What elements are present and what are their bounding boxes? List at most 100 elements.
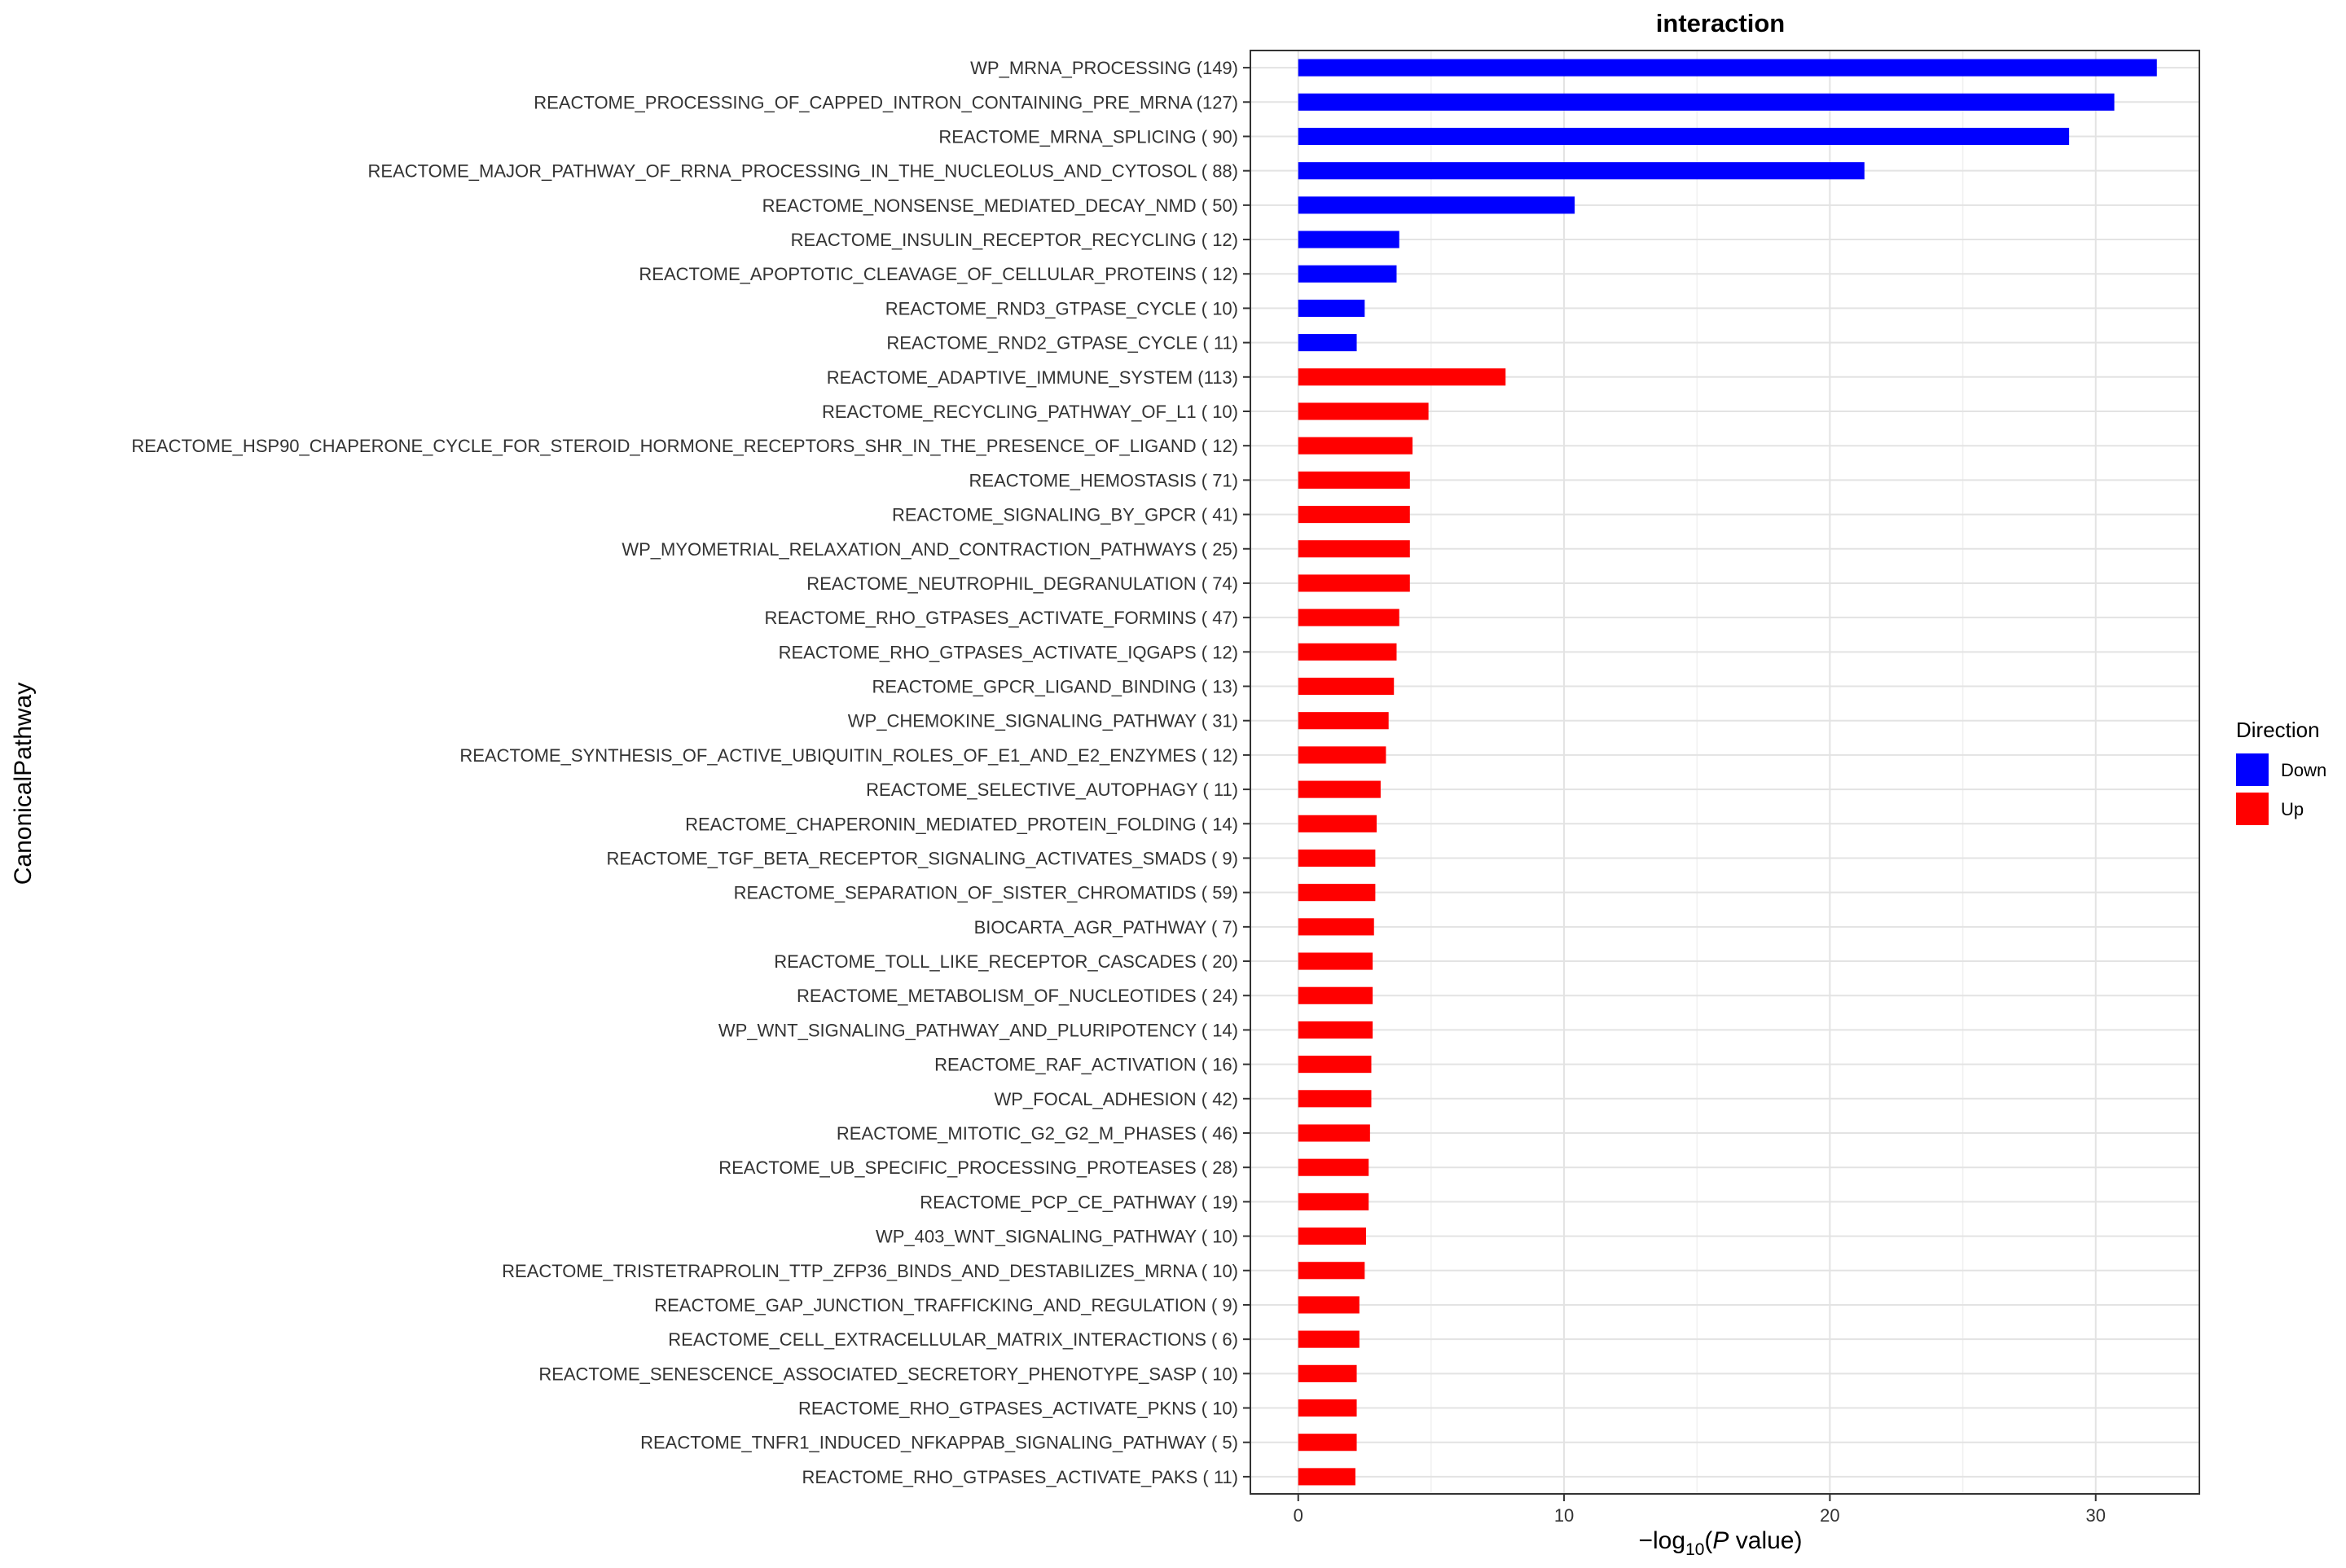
bar-up — [1298, 608, 1399, 626]
bar-up — [1298, 1158, 1369, 1176]
bar-up — [1298, 677, 1395, 696]
bar-up — [1298, 1056, 1372, 1074]
bar-up — [1298, 471, 1410, 489]
bar-up — [1298, 1468, 1355, 1486]
bar-up — [1298, 1399, 1357, 1417]
bar-up — [1298, 1192, 1369, 1210]
panel-border — [1250, 50, 2200, 1495]
bar-down — [1298, 334, 1357, 352]
bar-up — [1298, 849, 1376, 867]
category-label: REACTOME_SENESCENCE_ASSOCIATED_SECRETORY… — [538, 1364, 1238, 1384]
category-label: REACTOME_TNFR1_INDUCED_NFKAPPAB_SIGNALIN… — [640, 1433, 1238, 1453]
legend-label-down: Down — [2281, 760, 2326, 780]
bar-up — [1298, 952, 1373, 970]
category-label: REACTOME_RHO_GTPASES_ACTIVATE_PKNS ( 10) — [798, 1399, 1238, 1419]
category-label: REACTOME_SIGNALING_BY_GPCR ( 41) — [892, 505, 1238, 525]
category-label: WP_FOCAL_ADHESION ( 42) — [994, 1089, 1238, 1109]
chart-title: interaction — [1656, 9, 1785, 37]
x-axis-title: −log10(P value) — [1639, 1527, 1803, 1559]
category-label: BIOCARTA_AGR_PATHWAY ( 7) — [974, 917, 1238, 938]
bar-down — [1298, 127, 2070, 146]
legend-swatch-down — [2236, 753, 2269, 786]
bar-up — [1298, 402, 1429, 420]
category-label: REACTOME_PROCESSING_OF_CAPPED_INTRON_CON… — [534, 92, 1238, 112]
category-label: REACTOME_RECYCLING_PATHWAY_OF_L1 ( 10) — [822, 402, 1238, 422]
category-label: REACTOME_UB_SPECIFIC_PROCESSING_PROTEASE… — [718, 1157, 1238, 1178]
bar-up — [1298, 1364, 1357, 1382]
bar-up — [1298, 1434, 1357, 1452]
category-label: REACTOME_NEUTROPHIL_DEGRANULATION ( 74) — [806, 573, 1238, 594]
category-label: REACTOME_MRNA_SPLICING ( 90) — [938, 126, 1238, 147]
bar-up — [1298, 780, 1381, 798]
bar-up — [1298, 1124, 1370, 1142]
category-label: REACTOME_RHO_GTPASES_ACTIVATE_IQGAPS ( 1… — [779, 642, 1238, 662]
category-label: REACTOME_MAJOR_PATHWAY_OF_RRNA_PROCESSIN… — [368, 161, 1238, 182]
legend-label-up: Up — [2281, 799, 2304, 819]
bar-up — [1298, 986, 1373, 1004]
category-label: REACTOME_SEPARATION_OF_SISTER_CHROMATIDS… — [734, 883, 1238, 903]
bar-down — [1298, 59, 2157, 77]
bar-up — [1298, 540, 1410, 558]
x-tick-label: 30 — [2085, 1505, 2105, 1526]
bar-up — [1298, 712, 1389, 730]
category-label: REACTOME_SELECTIVE_AUTOPHAGY ( 11) — [866, 780, 1238, 800]
x-axis: 0 10 20 30 — [1294, 1494, 2106, 1526]
category-label: REACTOME_NONSENSE_MEDIATED_DECAY_NMD ( 5… — [762, 195, 1238, 216]
bar-up — [1298, 574, 1410, 592]
category-label: REACTOME_TRISTETRAPROLIN_TTP_ZFP36_BINDS… — [502, 1261, 1238, 1281]
category-label: REACTOME_MITOTIC_G2_G2_M_PHASES ( 46) — [837, 1123, 1238, 1144]
bar-up — [1298, 1262, 1365, 1280]
category-label: REACTOME_APOPTOTIC_CLEAVAGE_OF_CELLULAR_… — [639, 264, 1238, 284]
bar-up — [1298, 437, 1413, 455]
category-label: REACTOME_RND3_GTPASE_CYCLE ( 10) — [885, 298, 1238, 318]
bar-down — [1298, 162, 1865, 180]
category-label: REACTOME_CELL_EXTRACELLULAR_MATRIX_INTER… — [668, 1329, 1238, 1350]
x-tick-label: 20 — [1820, 1505, 1839, 1526]
bar-up — [1298, 884, 1376, 902]
x-tick-label: 10 — [1554, 1505, 1574, 1526]
bar-up — [1298, 1296, 1360, 1314]
bar-up — [1298, 918, 1374, 936]
legend: Direction Down Up — [2236, 718, 2326, 825]
category-label: REACTOME_SYNTHESIS_OF_ACTIVE_UBIQUITIN_R… — [459, 745, 1238, 766]
category-label: REACTOME_HSP90_CHAPERONE_CYCLE_FOR_STERO… — [131, 436, 1238, 456]
legend-swatch-up — [2236, 793, 2269, 825]
category-label: REACTOME_INSULIN_RECEPTOR_RECYCLING ( 12… — [791, 230, 1238, 250]
category-label: REACTOME_RAF_ACTIVATION ( 16) — [934, 1055, 1238, 1075]
bar-down — [1298, 93, 2115, 111]
bar-down — [1298, 299, 1365, 317]
bar-up — [1298, 1330, 1360, 1348]
y-axis-title: CanonicalPathway — [10, 683, 37, 885]
category-label: WP_CHEMOKINE_SIGNALING_PATHWAY ( 31) — [848, 711, 1238, 731]
bar-up — [1298, 1228, 1366, 1245]
bar-down — [1298, 231, 1399, 248]
x-tick-label: 0 — [1294, 1505, 1303, 1526]
category-label: WP_WNT_SIGNALING_PATHWAY_AND_PLURIPOTENC… — [718, 1020, 1238, 1040]
bar-down — [1298, 196, 1575, 214]
category-labels: WP_MRNA_PROCESSING (149) REACTOME_PROCESS… — [131, 58, 1250, 1487]
category-label: REACTOME_RHO_GTPASES_ACTIVATE_FORMINS ( … — [765, 608, 1239, 628]
category-label: REACTOME_HEMOSTASIS ( 71) — [969, 470, 1238, 490]
category-label: WP_MYOMETRIAL_RELAXATION_AND_CONTRACTION… — [622, 539, 1238, 560]
category-label: REACTOME_CHAPERONIN_MEDIATED_PROTEIN_FOL… — [685, 814, 1238, 834]
category-label: WP_MRNA_PROCESSING (149) — [970, 58, 1238, 78]
category-label: REACTOME_PCP_CE_PATHWAY ( 19) — [920, 1192, 1238, 1212]
bar-up — [1298, 815, 1377, 832]
category-label: REACTOME_GPCR_LIGAND_BINDING ( 13) — [872, 677, 1238, 697]
bar-up — [1298, 746, 1386, 764]
bar-layer — [1298, 59, 2157, 1486]
bar-up — [1298, 368, 1506, 386]
bar-up — [1298, 643, 1397, 661]
bar-up — [1298, 1090, 1372, 1108]
category-label: REACTOME_TOLL_LIKE_RECEPTOR_CASCADES ( 2… — [774, 951, 1238, 972]
category-label: REACTOME_TGF_BETA_RECEPTOR_SIGNALING_ACT… — [607, 848, 1238, 868]
category-label: WP_403_WNT_SIGNALING_PATHWAY ( 10) — [876, 1227, 1238, 1247]
bar-up — [1298, 506, 1410, 524]
category-label: REACTOME_METABOLISM_OF_NUCLEOTIDES ( 24) — [797, 986, 1238, 1006]
legend-title: Direction — [2236, 718, 2320, 742]
bar-up — [1298, 1021, 1373, 1039]
category-label: REACTOME_RHO_GTPASES_ACTIVATE_PAKS ( 11) — [802, 1467, 1238, 1487]
